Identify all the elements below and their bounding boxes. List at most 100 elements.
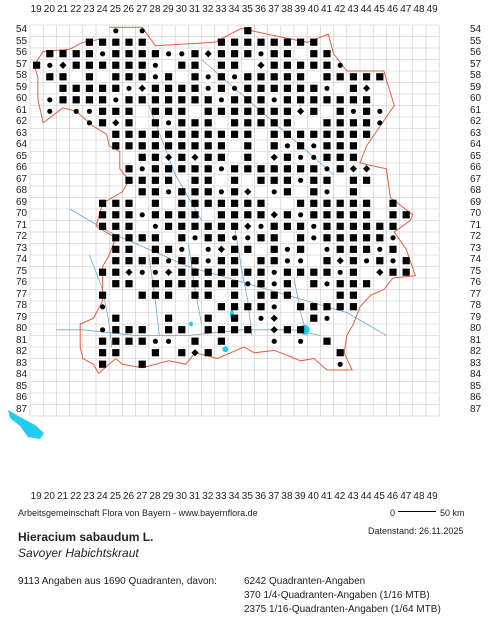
quarter-diamond — [244, 188, 252, 196]
quadrant-square — [85, 96, 93, 104]
column-label-bottom: 37 — [268, 491, 280, 502]
column-label-top: 22 — [70, 4, 82, 15]
quadrant-square — [217, 222, 225, 230]
row-label-right: 86 — [470, 392, 482, 403]
row-label-left: 64 — [16, 139, 28, 150]
quadrant-square — [151, 257, 159, 265]
quadrant-square — [125, 73, 133, 81]
column-label-top: 38 — [281, 4, 293, 15]
sixteenth-dot — [324, 189, 330, 195]
row-label-right: 61 — [470, 104, 482, 116]
quadrant-square — [349, 222, 357, 230]
column-label-top: 24 — [96, 4, 108, 15]
row-label-right: 87 — [470, 403, 482, 415]
quadrant-square — [283, 119, 291, 127]
quadrant-square — [204, 199, 212, 207]
quadrant-square — [231, 268, 239, 276]
quadrant-square — [297, 73, 305, 81]
quadrant-square — [151, 96, 159, 104]
row-label-right: 84 — [470, 369, 482, 380]
quadrant-square — [349, 142, 357, 150]
column-label-bottom: 46 — [387, 491, 399, 502]
quadrant-square — [283, 291, 291, 299]
sixteenth-dot — [337, 269, 343, 275]
quadrant-square — [112, 107, 120, 115]
quadrant-square — [138, 73, 146, 81]
row-label-right: 63 — [470, 127, 482, 139]
quadrant-square — [323, 153, 331, 161]
quadrant-square — [283, 107, 291, 115]
column-label-top: 21 — [57, 4, 69, 15]
row-label-left: 61 — [16, 104, 28, 116]
quadrant-square — [178, 153, 186, 161]
quadrant-square — [231, 199, 239, 207]
quadrant-square — [125, 50, 133, 58]
row-label-left: 87 — [16, 403, 28, 415]
column-label-bottom: 48 — [413, 491, 425, 502]
bavaria-border — [33, 26, 417, 375]
quadrant-square — [363, 130, 371, 138]
quadrant-square — [151, 280, 159, 288]
quadrant-square — [270, 73, 278, 81]
quadrant-square — [125, 96, 133, 104]
quadrant-square — [204, 153, 212, 161]
quadrant-square — [204, 119, 212, 127]
quadrant-square — [363, 245, 371, 253]
quadrant-square — [204, 234, 212, 242]
quadrant-square — [310, 50, 318, 58]
sixteenth-dot — [271, 189, 277, 195]
quadrant-square — [323, 119, 331, 127]
quadrant-square — [283, 211, 291, 219]
status-date: Datenstand: 26.11.2025 — [368, 526, 464, 536]
row-label-left: 71 — [16, 219, 28, 231]
quadrant-square — [283, 280, 291, 288]
row-label-left: 66 — [16, 162, 28, 173]
quarter-diamond — [204, 50, 212, 58]
column-label-bottom: 43 — [347, 491, 359, 502]
quadrant-square — [270, 50, 278, 58]
quadrant-square — [376, 222, 384, 230]
column-label-top: 26 — [123, 4, 135, 15]
quadrant-square — [217, 303, 225, 311]
quadrant-square — [257, 268, 265, 276]
stats-summary: 9113 Angaben aus 1690 Quadranten, davon: — [18, 576, 217, 587]
quadrant-square — [231, 38, 239, 46]
quadrant-square — [257, 84, 265, 92]
quadrant-square — [349, 84, 357, 92]
sixteenth-dot — [113, 97, 119, 103]
sixteenth-dot — [258, 51, 264, 57]
quadrant-square — [244, 245, 252, 253]
quarter-diamond — [376, 268, 384, 276]
quadrant-square — [270, 119, 278, 127]
quadrant-square — [138, 153, 146, 161]
quadrant-square — [138, 257, 146, 265]
quadrant-square — [138, 130, 146, 138]
quadrant-square — [99, 119, 107, 127]
quadrant-square — [85, 38, 93, 46]
quadrant-square — [231, 176, 239, 184]
quadrant-square — [231, 119, 239, 127]
column-label-bottom: 42 — [334, 491, 346, 502]
row-label-left: 70 — [16, 208, 28, 219]
quadrant-square — [323, 337, 331, 345]
quadrant-square — [138, 96, 146, 104]
quadrant-square — [191, 291, 199, 299]
scale-start: 0 — [390, 508, 396, 518]
quadrant-square — [178, 96, 186, 104]
quadrant-square — [191, 268, 199, 276]
sixteenth-dot — [271, 281, 277, 287]
quadrant-square — [138, 291, 146, 299]
quadrant-square — [125, 199, 133, 207]
quadrant-square — [297, 245, 305, 253]
quadrant-square — [191, 222, 199, 230]
quadrant-square — [402, 257, 410, 265]
sixteenth-dot — [284, 258, 290, 264]
quadrant-square — [231, 314, 239, 322]
quadrant-square — [244, 119, 252, 127]
quadrant-square — [99, 107, 107, 115]
column-label-bottom: 30 — [175, 491, 187, 502]
quadrant-square — [217, 199, 225, 207]
quadrant-square — [257, 73, 265, 81]
quadrant-square — [85, 61, 93, 69]
credit-text: Arbeitsgemeinschaft Flora von Bayern - w… — [18, 508, 258, 518]
